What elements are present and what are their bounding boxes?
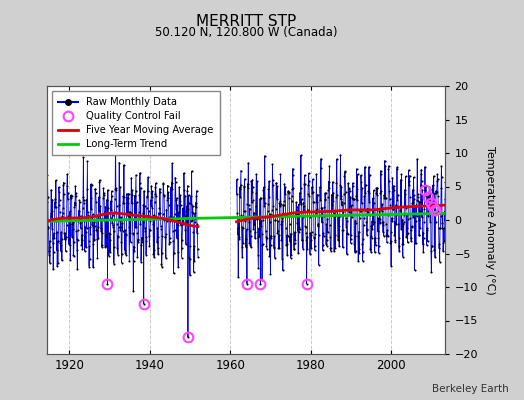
Text: MERRITT STP: MERRITT STP	[196, 14, 297, 29]
Legend: Raw Monthly Data, Quality Control Fail, Five Year Moving Average, Long-Term Tren: Raw Monthly Data, Quality Control Fail, …	[52, 91, 220, 155]
Text: Berkeley Earth: Berkeley Earth	[432, 384, 508, 394]
Y-axis label: Temperature Anomaly (°C): Temperature Anomaly (°C)	[485, 146, 495, 294]
Text: 50.120 N, 120.800 W (Canada): 50.120 N, 120.800 W (Canada)	[155, 26, 337, 39]
